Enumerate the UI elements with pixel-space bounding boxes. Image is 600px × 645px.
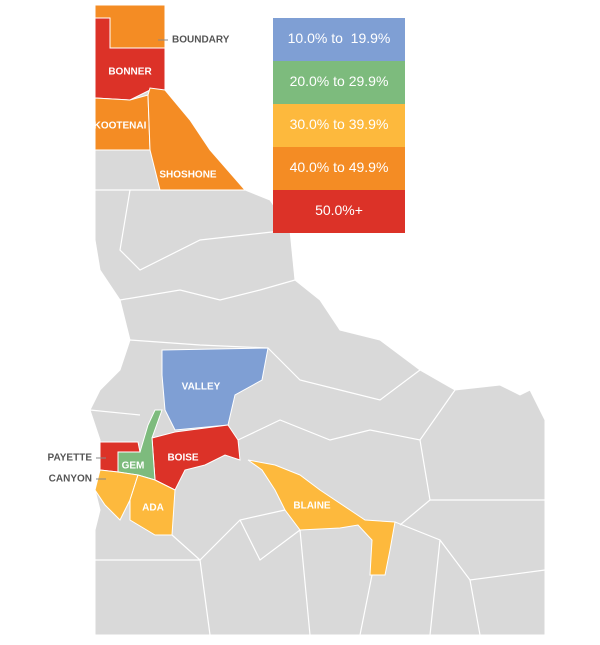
- county-ada: [129, 474, 176, 536]
- legend-swatch: [273, 104, 405, 147]
- county-blaine: [247, 459, 396, 576]
- county-label: GEM: [122, 461, 145, 472]
- county-label: VALLEY: [182, 382, 221, 393]
- county-label: BOISE: [167, 453, 198, 464]
- county-canyon: [94, 469, 139, 521]
- county-label: BLAINE: [293, 501, 331, 512]
- legend-swatch: [273, 18, 405, 61]
- legend-label: 50.0%+: [315, 202, 363, 218]
- callout-lines: [96, 39, 168, 480]
- legend: 10.0% to 19.9% 20.0% to 29.9% 30.0% to 39.…: [273, 18, 405, 233]
- county-label: CANYON: [49, 474, 92, 485]
- legend-swatch: [273, 190, 405, 233]
- county-label: BOUNDARY: [172, 35, 230, 46]
- legend-swatch: [273, 147, 405, 190]
- county-label: KOOTENAI: [94, 121, 147, 132]
- county-label: PAYETTE: [48, 453, 93, 464]
- labels: BOUNDARY BONNER KOOTENAI SHOSHONE VALLEY…: [48, 35, 331, 514]
- county-label: SHOSHONE: [159, 170, 217, 181]
- county-label: ADA: [142, 503, 164, 514]
- county-shoshone: [147, 87, 247, 191]
- legend-label: 20.0% to 29.9%: [290, 73, 389, 89]
- counties: [94, 4, 396, 576]
- legend-label: 10.0% to 19.9%: [288, 30, 391, 46]
- legend-label: 30.0% to 39.9%: [290, 116, 389, 132]
- county-label: BONNER: [108, 67, 152, 78]
- legend-label: 40.0% to 49.9%: [290, 159, 389, 175]
- legend-swatch: [273, 61, 405, 104]
